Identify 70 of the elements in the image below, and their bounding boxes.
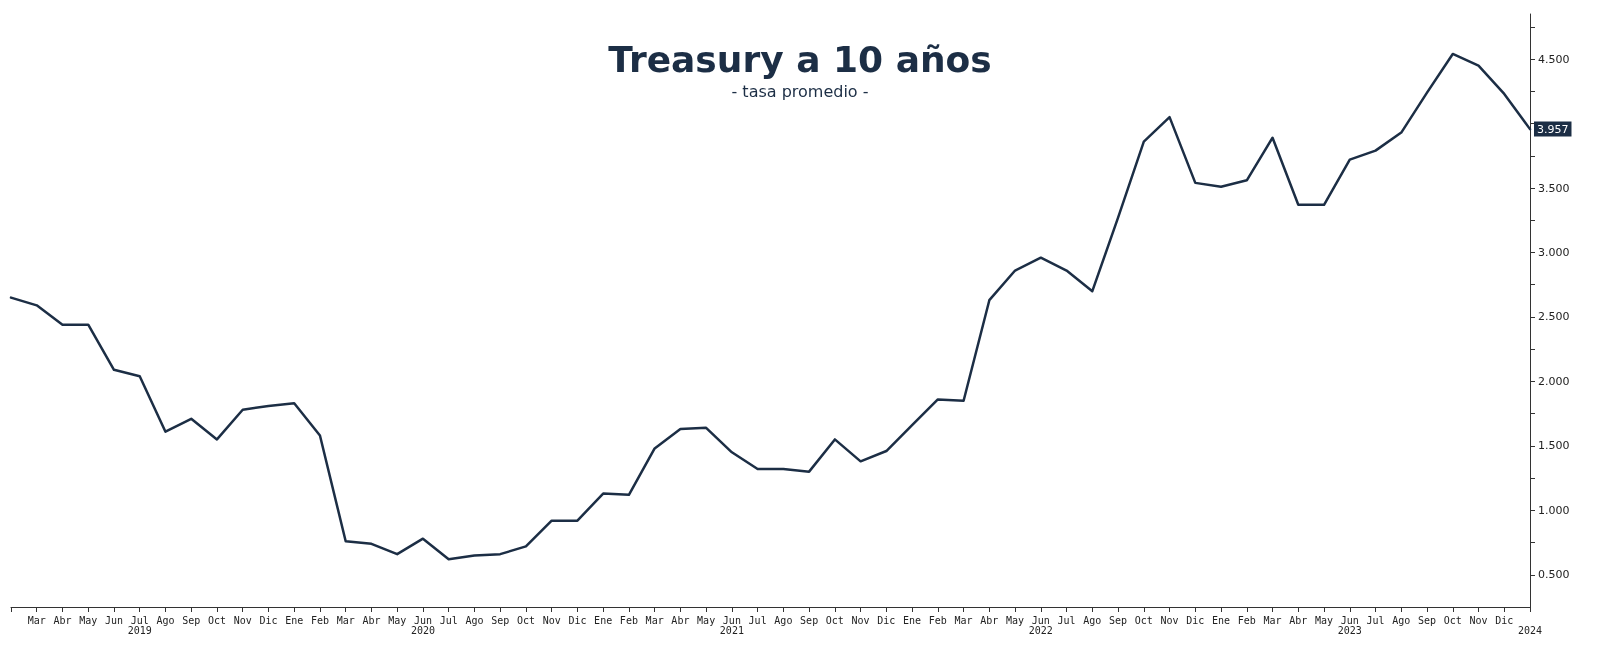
data-label: 3.957 [1537, 122, 1569, 136]
x-tick-label: Oct [207, 614, 226, 626]
x-tick-label: Nov [851, 614, 870, 626]
x-tick-label: Feb [310, 614, 329, 626]
x-tick-label: Mar [336, 614, 355, 626]
x-tick-label: Abr [53, 614, 72, 626]
x-tick-label: Jul [748, 614, 767, 626]
x-tick-label: Mar [27, 614, 46, 626]
x-tick-label: Ago [156, 614, 175, 626]
x-tick-label: May [1315, 614, 1334, 626]
x-tick-label: Jun 2020 [410, 614, 435, 636]
x-tick-label: May [388, 614, 407, 626]
x-tick-label: Abr [362, 614, 381, 626]
x-tick-label: Feb [1237, 614, 1256, 626]
x-tick-label: Jun [104, 614, 124, 626]
x-tick-label: Dic [568, 614, 587, 626]
x-tick-label: Mar [645, 614, 664, 626]
y-tick-label: 4.500 [1538, 52, 1570, 66]
x-tick-label: Feb [619, 614, 638, 626]
x-tick-label: Jul [1366, 614, 1385, 626]
x-tick-label: Oct [825, 614, 844, 626]
x-tick-label: Ene [1212, 614, 1231, 626]
y-tick-label: 0.500 [1538, 568, 1570, 582]
x-tick-label: Nov [1160, 614, 1179, 626]
x-tick-label: Dic [877, 614, 896, 626]
x-tick-label: Mar [954, 614, 973, 626]
y-tick-label: 2.000 [1538, 374, 1570, 388]
x-tick-label: Ene [903, 614, 922, 626]
x-tick-label: Ago [774, 614, 793, 626]
x-tick-label: Oct [516, 614, 535, 626]
x-tick-label: Ene [594, 614, 613, 626]
x-tick-label: Mar [1263, 614, 1282, 626]
x-tick-label: Nov [542, 614, 561, 626]
x-tick-label: May [79, 614, 98, 626]
x-tick-label: Jun 2023 [1337, 614, 1362, 636]
x-tick-label: Jul [1057, 614, 1076, 626]
x-tick-label: 2024 [1517, 624, 1543, 636]
x-tick-label: Ago [1083, 614, 1102, 626]
x-tick-label: May [697, 614, 716, 626]
y-tick-label: 3.500 [1538, 181, 1570, 195]
x-tick-label: Sep [1109, 614, 1128, 626]
x-tick-label: Nov [1469, 614, 1488, 626]
text: Treasury a 10 años [608, 38, 992, 80]
x-tick-label: Abr [980, 614, 999, 626]
x-tick-label: Jul [439, 614, 458, 626]
x-tick-label: Dic [259, 614, 278, 626]
x-tick-label: Jun 2021 [719, 614, 744, 636]
y-tick-label: 1.000 [1538, 503, 1570, 517]
x-tick-label: May [1006, 614, 1025, 626]
x-tick-label: Feb [928, 614, 947, 626]
x-tick-label: Sep [182, 614, 201, 626]
x-tick-label: Dic [1186, 614, 1205, 626]
y-tick-label: 1.500 [1538, 439, 1570, 453]
x-tick-label: Ene [285, 614, 304, 626]
x-tick-label: Sep [491, 614, 510, 626]
y-tick-label: 3.000 [1538, 245, 1570, 259]
x-tick-label: Abr [671, 614, 690, 626]
x-tick-label: Oct [1443, 614, 1462, 626]
x-tick-label: Ago [465, 614, 484, 626]
x-tick-label: Sep [800, 614, 819, 626]
x-tick-label: Jul 2019 [127, 614, 152, 636]
x-tick-label: Abr [1289, 614, 1308, 626]
x-tick-label: Jun 2022 [1028, 614, 1053, 636]
x-tick-label: Sep [1417, 614, 1437, 626]
y-tick-label: 2.500 [1538, 310, 1570, 324]
x-tick-label: Nov [233, 614, 252, 626]
x-tick-label: Oct [1134, 614, 1153, 626]
x-tick-label: Ago [1392, 614, 1411, 626]
text: - tasa promedio - [731, 81, 869, 101]
x-tick-label: Dic [1495, 614, 1514, 626]
